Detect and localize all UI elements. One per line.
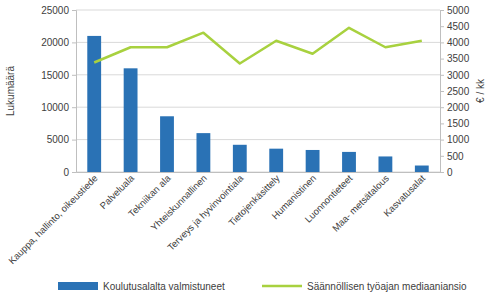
y2-tick-mark [440,172,444,173]
y-tick-mark [72,42,76,43]
y2-tick-mark [440,75,444,76]
y-tick-label: 20000 [41,37,69,48]
x-tick-label: Kauppa, hallinto, oikeustiede [6,172,100,266]
y-axis-line [72,11,77,173]
y2-tick-label: 2500 [447,86,470,97]
y2-tick-label: 5000 [447,5,470,16]
y-tick-mark [72,172,76,173]
y2-tick-mark [440,107,444,108]
y2-tick-label: 3500 [447,53,470,64]
y2-tick: 4500 [440,21,470,32]
y2-tick-label: 1500 [447,118,470,129]
y2-tick-label: 4500 [447,21,470,32]
y-tick: 20000 [41,37,76,48]
legend-label: Koulutusalalta valmistuneet [103,281,225,292]
y-tick: 0 [63,167,76,178]
y2-tick-label: 2000 [447,102,470,113]
legend-item: Koulutusalalta valmistuneet [58,281,225,292]
y2-tick-label: 4000 [447,37,470,48]
legend: Koulutusalalta valmistuneet Säännöllisen … [58,281,467,292]
y2-tick: 0 [440,167,453,178]
y2-axis-title: € / kk [475,78,486,103]
marks [87,28,428,172]
bar [378,156,392,172]
chart-container: 0 5000 10000 15000 20000 25000 0 500 1000 1500 200… [0,0,492,303]
x-axis: Kauppa, hallinto, oikeustiedePalvelualaT… [6,172,440,266]
y2-tick-label: 3000 [447,70,470,81]
y2-tick-mark [440,59,444,60]
y2-tick-mark [440,156,444,157]
y-tick-mark [72,10,76,11]
bar [306,150,320,172]
y-tick-mark [72,107,76,108]
bar [233,145,247,172]
y-axis-title: Lukumäärä [5,66,16,116]
y2-tick: 2000 [440,102,470,113]
bar [160,116,174,172]
y2-tick: 3500 [440,53,470,64]
legend-swatch [262,285,302,288]
y2-tick-mark [440,26,444,27]
y2-tick-label: 0 [447,167,453,178]
grid-line [76,42,440,43]
line [94,28,422,64]
y2-tick: 1500 [440,118,470,129]
legend-swatch [58,282,98,290]
y-tick-label: 10000 [41,102,69,113]
x-tick: Kauppa, hallinto, oikeustiede [6,172,100,266]
y2-tick-mark [440,123,444,124]
y2-tick-label: 500 [447,151,464,162]
y2-tick: 1000 [440,134,470,145]
y-tick-label: 25000 [41,5,69,16]
y-tick: 25000 [41,5,76,16]
y2-tick-mark [440,140,444,141]
y2-axis-line [441,11,445,173]
bar-series [87,36,428,172]
y-tick: 15000 [41,70,76,81]
x-tick-label: Tietojenkäsittely [226,172,282,228]
y2-tick: 2500 [440,86,470,97]
y-axis: 0 5000 10000 15000 20000 25000 [41,5,76,178]
bar [124,68,138,172]
y2-axis: 0 500 1000 1500 2000 2500 3000 3500 4000 4500 5000 [440,5,470,178]
grid-line [76,10,440,11]
y2-tick-mark [440,91,444,92]
bar [196,133,210,172]
chart-svg: 0 5000 10000 15000 20000 25000 0 500 1000 1500 200… [0,0,492,303]
y-tick-label: 0 [63,167,69,178]
x-tick: Tietojenkäsittely [226,172,282,228]
y2-tick: 3000 [440,70,470,81]
legend-item: Säännöllisen työajan mediaaniansio [262,281,467,292]
y2-tick: 500 [440,151,464,162]
x-tick-label: Maa- metsätalous [330,172,391,233]
y2-tick-mark [440,42,444,43]
bar [415,166,429,172]
y-tick-mark [72,140,76,141]
y2-tick-label: 1000 [447,134,470,145]
bar [87,36,101,172]
legend-label: Säännöllisen työajan mediaaniansio [307,281,467,292]
y-tick-label: 5000 [47,134,70,145]
y2-tick: 5000 [440,5,470,16]
x-tick: Kasvatusalat [381,172,427,219]
bar [342,152,356,172]
grid [76,10,440,172]
y-tick: 5000 [47,134,76,145]
y-tick: 10000 [41,102,76,113]
y2-tick: 4000 [440,37,470,48]
x-axis-line [77,172,441,173]
y-tick-mark [72,75,76,76]
y2-tick-mark [440,10,444,11]
x-tick: Maa- metsätalous [330,172,391,234]
y-tick-label: 15000 [41,70,69,81]
plot: 0 5000 10000 15000 20000 25000 0 500 1000 1500 200… [6,5,470,266]
x-tick-label: Kasvatusalat [381,172,427,218]
bar [269,149,283,172]
